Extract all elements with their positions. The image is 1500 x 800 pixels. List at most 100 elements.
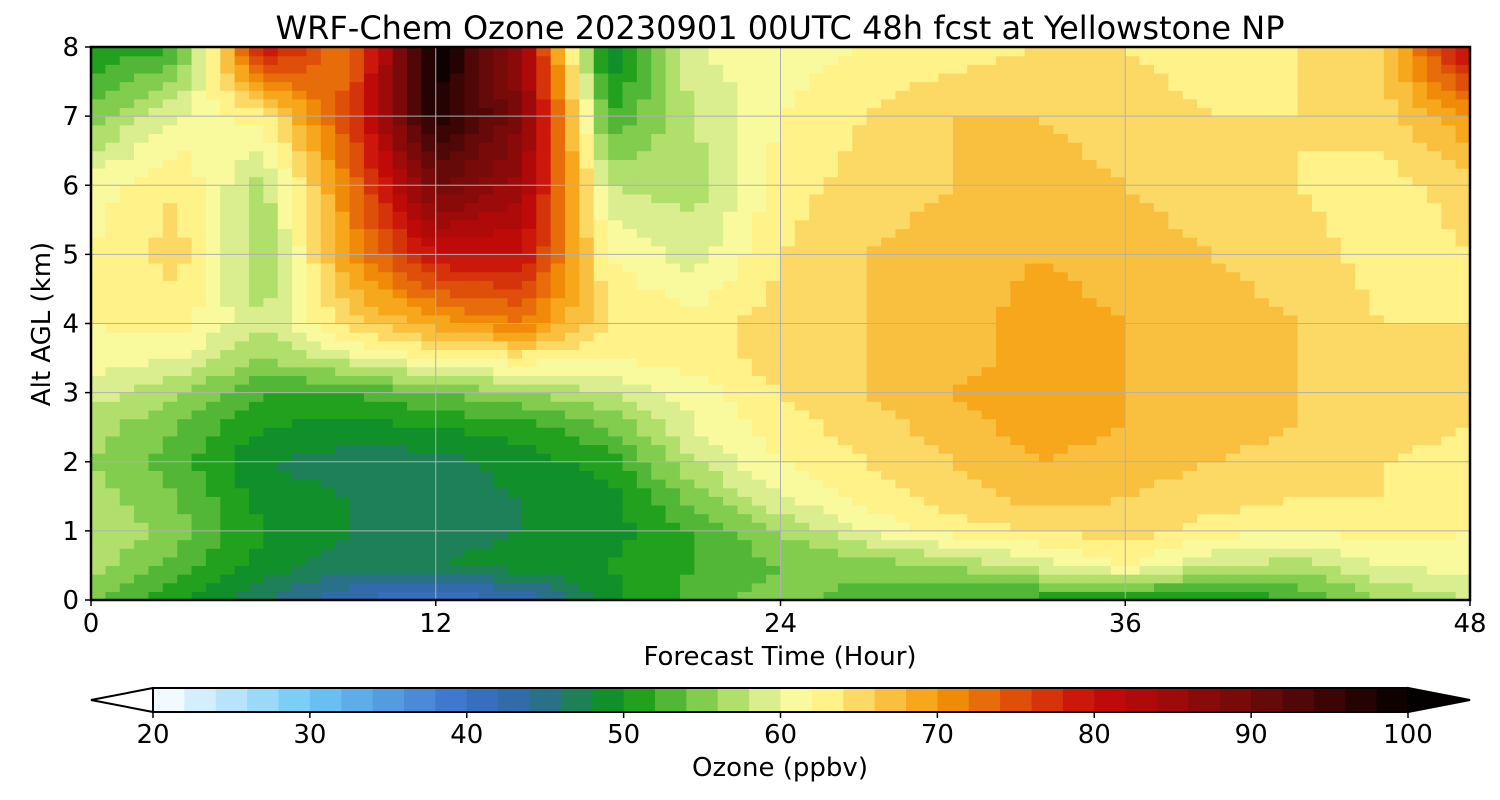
heatmap-cell: [1369, 237, 1385, 247]
heatmap-cell: [1283, 211, 1299, 221]
heatmap-cell: [1110, 470, 1126, 480]
heatmap-cell: [608, 591, 624, 600]
heatmap-cell: [1153, 159, 1169, 169]
heatmap-cell: [335, 461, 351, 471]
heatmap-cell: [220, 530, 236, 541]
heatmap-cell: [694, 513, 710, 523]
heatmap-cell: [1096, 383, 1112, 394]
heatmap-cell: [378, 314, 394, 325]
heatmap-cell: [1024, 435, 1040, 446]
heatmap-cell: [1326, 539, 1342, 549]
heatmap-cell: [478, 504, 494, 515]
heatmap-cell: [306, 219, 322, 230]
heatmap-cell: [1254, 556, 1270, 567]
heatmap-cell: [392, 150, 408, 160]
heatmap-cell: [320, 340, 336, 351]
heatmap-cell: [924, 479, 940, 489]
heatmap-cell: [565, 401, 580, 411]
heatmap-cell: [622, 487, 638, 497]
heatmap-cell: [909, 254, 925, 264]
heatmap-cell: [1340, 185, 1356, 195]
heatmap-cell: [1441, 383, 1457, 394]
heatmap-cell: [924, 565, 940, 575]
heatmap-cell: [1441, 340, 1457, 351]
heatmap-cell: [277, 202, 293, 212]
heatmap-cell: [1024, 271, 1040, 281]
heatmap-cell: [1067, 228, 1083, 238]
heatmap-cell: [1426, 228, 1442, 238]
heatmap-cell: [622, 358, 638, 368]
heatmap-cell: [1125, 409, 1141, 420]
heatmap-cell: [952, 383, 968, 394]
heatmap-cell: [1340, 409, 1356, 420]
heatmap-cell: [1125, 513, 1141, 523]
heatmap-cell: [852, 522, 868, 532]
heatmap-cell: [493, 159, 509, 169]
heatmap-cell: [119, 513, 135, 523]
heatmap-cell: [435, 392, 451, 402]
heatmap-cell: [866, 332, 882, 342]
heatmap-cell: [565, 176, 580, 186]
heatmap-cell: [1096, 444, 1112, 454]
heatmap-cell: [478, 193, 494, 204]
heatmap-cell: [651, 366, 667, 376]
heatmap-cell: [751, 556, 767, 567]
heatmap-cell: [1125, 358, 1141, 368]
heatmap-cell: [550, 409, 566, 420]
heatmap-cell: [1182, 349, 1198, 359]
heatmap-cell: [1225, 530, 1241, 541]
heatmap-cell: [320, 288, 336, 299]
heatmap-cell: [320, 504, 336, 515]
heatmap-cell: [191, 271, 207, 281]
heatmap-cell: [378, 323, 394, 333]
heatmap-cell: [636, 185, 652, 195]
heatmap-cell: [1139, 539, 1155, 549]
heatmap-cell: [952, 409, 968, 420]
heatmap-cell: [995, 418, 1011, 428]
heatmap-cell: [1355, 254, 1371, 264]
heatmap-cell: [421, 479, 437, 489]
heatmap-cell: [119, 159, 135, 169]
heatmap-cell: [1340, 219, 1356, 230]
heatmap-cell: [565, 288, 580, 299]
heatmap-cell: [967, 358, 983, 368]
heatmap-cell: [809, 219, 825, 230]
heatmap-cell: [1297, 263, 1313, 273]
heatmap-cell: [392, 219, 408, 230]
heatmap-cell: [191, 375, 207, 385]
heatmap-cell: [292, 176, 308, 186]
heatmap-cell: [134, 254, 150, 264]
heatmap-cell: [579, 340, 595, 351]
heatmap-cell: [622, 219, 638, 230]
heatmap-cell: [694, 314, 710, 325]
heatmap-cell: [1110, 358, 1126, 368]
heatmap-cell: [292, 418, 308, 428]
heatmap-cell: [407, 418, 422, 428]
heatmap-cell: [651, 245, 667, 255]
heatmap-cell: [909, 375, 925, 385]
heatmap-cell: [478, 427, 494, 437]
heatmap-cell: [134, 219, 150, 230]
heatmap-cell: [1110, 237, 1126, 247]
heatmap-cell: [794, 479, 810, 489]
heatmap-cell: [1240, 453, 1256, 463]
heatmap-cell: [378, 504, 394, 515]
heatmap-cell: [636, 487, 652, 497]
heatmap-cell: [392, 522, 408, 532]
heatmap-cell: [809, 530, 825, 541]
heatmap-cell: [1254, 254, 1270, 264]
heatmap-cell: [1383, 358, 1399, 368]
heatmap-cell: [220, 444, 236, 454]
heatmap-cell: [177, 306, 193, 316]
heatmap-cell: [134, 513, 150, 523]
heatmap-cell: [1311, 409, 1327, 420]
heatmap-cell: [493, 185, 509, 195]
heatmap-cell: [536, 211, 552, 221]
heatmap-cell: [823, 383, 839, 394]
heatmap-cell: [866, 548, 882, 558]
heatmap-cell: [1096, 358, 1112, 368]
heatmap-cell: [766, 504, 782, 515]
heatmap-cell: [909, 150, 925, 160]
heatmap-cell: [320, 522, 336, 532]
heatmap-cell: [536, 556, 552, 567]
